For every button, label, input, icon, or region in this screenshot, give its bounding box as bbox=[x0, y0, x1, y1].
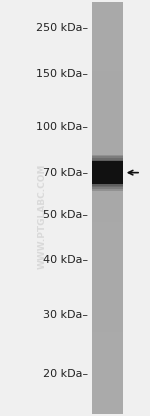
Bar bbox=[92, 112, 123, 126]
Text: 70 kDa–: 70 kDa– bbox=[43, 168, 88, 178]
Bar bbox=[92, 249, 123, 263]
Bar bbox=[92, 98, 123, 112]
Bar bbox=[92, 161, 123, 184]
Bar bbox=[92, 16, 123, 30]
Text: 50 kDa–: 50 kDa– bbox=[43, 210, 88, 220]
Text: 20 kDa–: 20 kDa– bbox=[43, 369, 88, 379]
Bar bbox=[92, 332, 123, 345]
Text: 150 kDa–: 150 kDa– bbox=[36, 69, 88, 79]
Text: 250 kDa–: 250 kDa– bbox=[36, 23, 88, 33]
Bar bbox=[92, 400, 123, 414]
Bar bbox=[92, 386, 123, 400]
Bar bbox=[92, 84, 123, 98]
Bar bbox=[92, 208, 123, 222]
Bar bbox=[92, 2, 123, 414]
Text: 100 kDa–: 100 kDa– bbox=[36, 122, 88, 132]
Bar bbox=[92, 2, 123, 16]
Bar bbox=[92, 290, 123, 304]
Bar bbox=[92, 57, 123, 71]
Bar bbox=[92, 153, 123, 167]
Bar bbox=[92, 159, 123, 186]
Bar bbox=[92, 181, 123, 194]
Bar bbox=[92, 318, 123, 332]
Bar bbox=[92, 277, 123, 290]
Bar bbox=[92, 167, 123, 181]
Bar bbox=[92, 30, 123, 43]
Text: 40 kDa–: 40 kDa– bbox=[43, 255, 88, 265]
Bar bbox=[92, 194, 123, 208]
Text: WWW.PTGLABC.COM: WWW.PTGLABC.COM bbox=[38, 163, 46, 269]
Bar bbox=[92, 359, 123, 373]
Bar bbox=[92, 222, 123, 235]
Bar bbox=[92, 158, 123, 187]
Bar bbox=[92, 235, 123, 249]
Text: 30 kDa–: 30 kDa– bbox=[43, 310, 88, 320]
Bar bbox=[92, 304, 123, 318]
Bar bbox=[92, 43, 123, 57]
Bar bbox=[92, 345, 123, 359]
Bar bbox=[92, 126, 123, 139]
Bar bbox=[92, 263, 123, 277]
Bar bbox=[92, 154, 123, 191]
Bar bbox=[92, 373, 123, 386]
Bar bbox=[92, 71, 123, 84]
Bar bbox=[92, 156, 123, 189]
Bar bbox=[92, 139, 123, 153]
